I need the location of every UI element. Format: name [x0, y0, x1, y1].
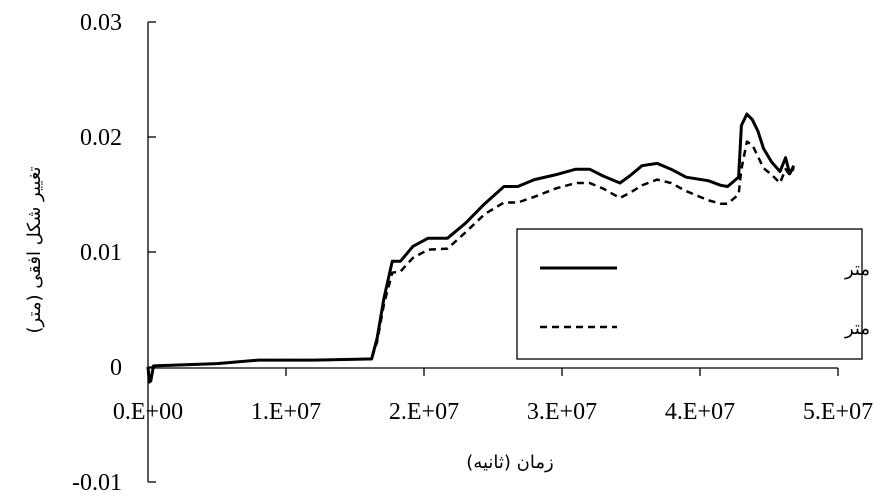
axes [147, 21, 839, 483]
y-tick-label: 0.02 [80, 125, 122, 151]
legend: طول مدل برابر با ۱۶ متر طول مدل برابر با… [516, 228, 874, 360]
x-tick-label: 4.E+07 [665, 399, 735, 425]
tick-labels: -0.01 0 0.01 0.02 0.03 0.E+00 1.E+07 2.E+07 3.E+… [72, 10, 873, 496]
x-axis-title: زمان (ثانیه) [466, 452, 553, 473]
legend-label-10m: طول مدل برابر با ۱۰ متر [844, 318, 874, 339]
y-tick-label: -0.01 [72, 470, 122, 496]
series-line-0 [146, 112, 796, 384]
x-tick-label: 2.E+07 [389, 399, 459, 425]
x-tick-label: 5.E+07 [803, 399, 873, 425]
legend-box [516, 228, 863, 360]
x-tick-label: 3.E+07 [527, 399, 597, 425]
legend-label-16m: طول مدل برابر با ۱۶ متر [844, 259, 874, 280]
y-tick-label: 0 [110, 355, 122, 381]
y-tick-label: 0.03 [80, 10, 122, 36]
x-tick-label: 1.E+07 [251, 399, 321, 425]
y-tick-label: 0.01 [80, 240, 122, 266]
y-axis-title: تغییر شکل افقی (متر) [24, 166, 45, 333]
series-layer [146, 112, 796, 384]
x-tick-label: 0.E+00 [113, 399, 183, 425]
